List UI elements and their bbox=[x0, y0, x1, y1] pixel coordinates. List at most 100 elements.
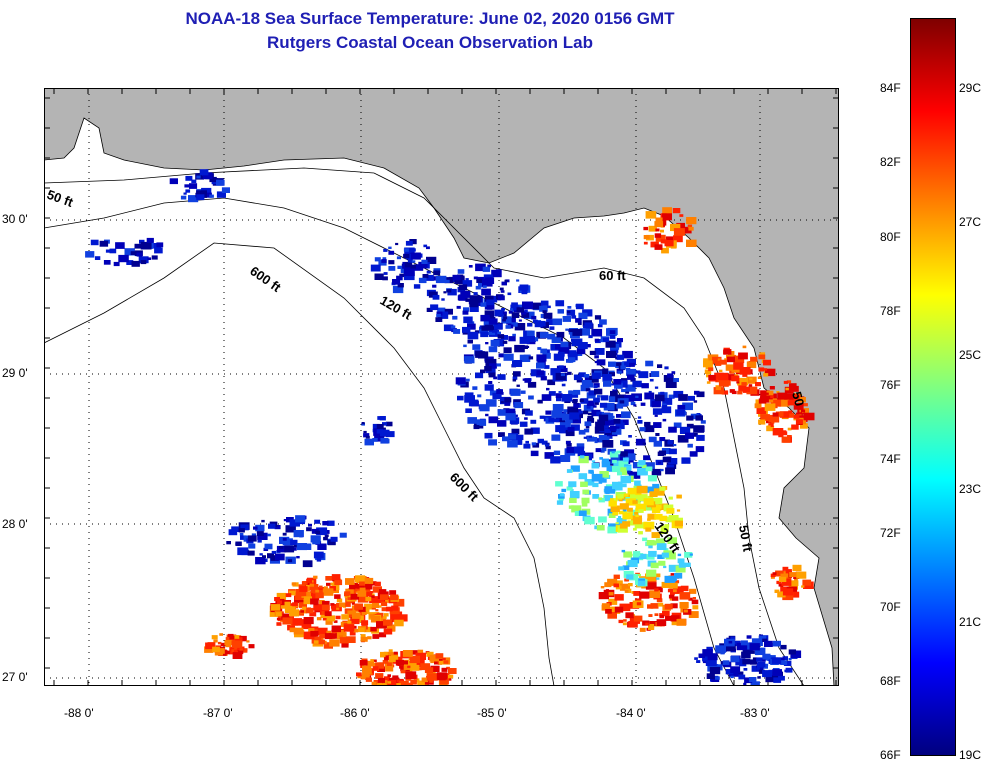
sst-pixel bbox=[799, 423, 808, 429]
sst-pixel bbox=[130, 251, 137, 255]
sst-pixel bbox=[775, 411, 784, 417]
sst-pixel bbox=[298, 602, 307, 608]
sst-pixel bbox=[454, 276, 465, 284]
sst-pixel bbox=[516, 384, 520, 387]
sst-pixel bbox=[502, 318, 506, 322]
sst-pixel bbox=[633, 485, 637, 488]
sst-pixel bbox=[319, 633, 326, 639]
sst-pixel bbox=[656, 504, 662, 509]
sst-pixel bbox=[580, 455, 585, 459]
sst-pixel bbox=[457, 269, 465, 274]
sst-pixel bbox=[622, 457, 629, 462]
sst-pixel bbox=[357, 675, 362, 679]
sst-pixel bbox=[768, 423, 774, 427]
sst-pixel bbox=[556, 500, 564, 505]
sst-pixel bbox=[386, 431, 395, 438]
sst-pixel bbox=[530, 369, 541, 377]
sst-pixel bbox=[287, 559, 293, 563]
sst-pixel bbox=[561, 488, 567, 493]
sst-pixel bbox=[587, 436, 595, 442]
sst-pixel bbox=[370, 593, 375, 597]
sst-data-layer bbox=[85, 169, 815, 686]
sst-pixel bbox=[363, 430, 367, 434]
sst-pixel bbox=[375, 673, 384, 679]
sst-pixel bbox=[647, 475, 657, 482]
sst-pixel bbox=[505, 413, 516, 421]
sst-pixel bbox=[616, 354, 625, 360]
sst-pixel bbox=[519, 421, 528, 427]
sst-pixel bbox=[635, 395, 639, 398]
sst-pixel bbox=[780, 644, 787, 650]
sst-pixel bbox=[759, 657, 766, 662]
sst-pixel bbox=[683, 609, 688, 613]
sst-pixel bbox=[708, 374, 716, 381]
sst-pixel bbox=[521, 290, 528, 295]
sst-pixel bbox=[469, 295, 481, 303]
sst-pixel bbox=[434, 660, 440, 665]
sst-pixel bbox=[475, 285, 481, 290]
sst-pixel bbox=[364, 603, 373, 610]
sst-pixel bbox=[511, 312, 520, 318]
sst-pixel bbox=[322, 616, 329, 621]
sst-pixel bbox=[562, 413, 573, 421]
sst-pixel bbox=[654, 221, 664, 228]
sst-pixel bbox=[231, 640, 243, 648]
sst-pixel bbox=[285, 593, 292, 598]
sst-pixel bbox=[487, 332, 492, 335]
sst-pixel bbox=[274, 597, 280, 602]
sst-pixel bbox=[476, 419, 487, 426]
colorbar-c-label: 21C bbox=[959, 615, 982, 629]
sst-pixel bbox=[670, 223, 681, 232]
sst-pixel bbox=[657, 364, 663, 368]
sst-pixel bbox=[361, 423, 365, 426]
sst-pixel bbox=[670, 615, 680, 622]
sst-pixel bbox=[654, 386, 659, 389]
sst-pixel bbox=[597, 324, 603, 328]
sst-pixel bbox=[400, 669, 406, 674]
sst-pixel bbox=[392, 279, 401, 285]
sst-pixel bbox=[134, 243, 142, 249]
sst-pixel bbox=[420, 663, 431, 671]
sst-pixel bbox=[653, 422, 662, 428]
sst-pixel bbox=[383, 681, 392, 686]
sst-pixel bbox=[540, 332, 549, 338]
sst-pixel bbox=[430, 304, 439, 311]
sst-pixel bbox=[399, 273, 405, 278]
sst-pixel bbox=[677, 553, 682, 557]
sst-pixel bbox=[614, 382, 623, 389]
sst-pixel bbox=[390, 613, 401, 621]
sst-pixel bbox=[444, 308, 453, 315]
sst-pixel bbox=[473, 276, 478, 280]
sst-pixel bbox=[486, 305, 493, 310]
sst-pixel bbox=[259, 553, 263, 556]
sst-pixel bbox=[778, 583, 784, 587]
sst-pixel bbox=[664, 240, 674, 247]
sst-pixel bbox=[661, 552, 669, 558]
sst-pixel bbox=[654, 586, 663, 593]
sst-pixel bbox=[578, 312, 588, 320]
sst-pixel bbox=[643, 498, 654, 506]
sst-pixel bbox=[469, 305, 479, 312]
sst-pixel bbox=[784, 393, 794, 400]
sst-pixel bbox=[578, 510, 587, 516]
sst-pixel bbox=[765, 674, 776, 683]
sst-pixel bbox=[576, 378, 583, 383]
sst-pixel bbox=[495, 269, 502, 273]
sst-pixel bbox=[760, 390, 770, 397]
sst-pixel bbox=[625, 453, 636, 461]
sst-pixel bbox=[684, 562, 691, 567]
sst-pixel bbox=[317, 543, 327, 550]
sst-pixel bbox=[546, 319, 555, 325]
sst-pixel bbox=[692, 597, 696, 600]
sst-pixel bbox=[382, 257, 387, 260]
sst-pixel bbox=[777, 392, 788, 400]
sst-pixel bbox=[633, 404, 637, 407]
sst-pixel bbox=[315, 589, 320, 593]
sst-pixel bbox=[522, 345, 528, 349]
sst-pixel bbox=[372, 602, 380, 608]
sst-pixel bbox=[764, 640, 773, 647]
sst-pixel bbox=[255, 557, 266, 565]
sst-pixel bbox=[624, 495, 632, 501]
sst-pixel bbox=[576, 443, 585, 449]
sst-pixel bbox=[673, 444, 677, 447]
